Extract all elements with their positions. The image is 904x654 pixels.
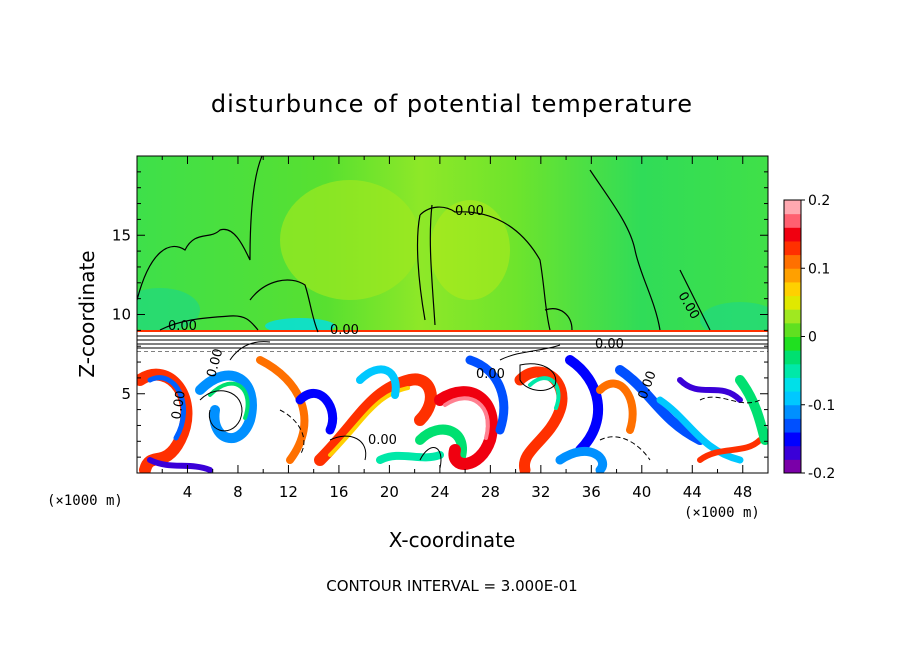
contour-label: 0.00	[455, 204, 484, 219]
colorbar-segment	[784, 268, 801, 283]
colorbar-segment	[784, 377, 801, 392]
contour-label: 0.00	[476, 367, 505, 382]
colorbar-tick-label: 0	[808, 330, 817, 346]
colorbar-tick-label: -0.2	[808, 466, 835, 482]
x-tick-label: 16	[329, 483, 348, 501]
colorbar-segment	[784, 432, 801, 447]
colorbar-segment	[784, 404, 801, 419]
x-tick-label: 4	[183, 483, 193, 501]
y-tick-label: 5	[121, 385, 131, 403]
x-unit-right: (×1000 m)	[684, 505, 760, 521]
colorbar-segment	[784, 240, 801, 256]
colorbar-segment	[784, 445, 801, 460]
plot-area	[137, 156, 768, 473]
inversion-band	[137, 330, 768, 352]
colorbar-segment	[784, 213, 801, 228]
colorbar-tick-label: -0.1	[808, 398, 835, 414]
y-tick-label: 10	[112, 306, 131, 324]
colorbar-segment	[784, 391, 801, 406]
colorbar-segment	[784, 350, 801, 365]
colorbar-segment	[784, 295, 801, 310]
contour-interval: CONTOUR INTERVAL = 3.000E-01	[326, 577, 577, 595]
colorbar-segment	[784, 200, 801, 215]
colorbar-segment	[784, 336, 801, 351]
colorbar-segment	[784, 322, 801, 337]
colorbar-segment	[784, 281, 801, 297]
x-tick-label: 36	[582, 483, 601, 501]
x-tick-label: 8	[233, 483, 243, 501]
colorbar-tick-label: 0.2	[808, 193, 830, 209]
colorbar-segment	[784, 227, 801, 242]
y-axis-label: Z-coordinate	[75, 250, 99, 377]
x-unit-left: (×1000 m)	[47, 493, 123, 509]
y-tick-label: 15	[112, 226, 131, 244]
contour-label: 0.00	[330, 323, 359, 338]
x-tick-label: 12	[279, 483, 298, 501]
warm-anomaly	[280, 180, 420, 300]
x-tick-label: 44	[683, 483, 702, 501]
colorbar-tick-label: 0.1	[808, 261, 830, 277]
x-axis: 4 8 12 16 20 24 28 32 36 40 44 48	[161, 156, 752, 501]
contour-label: 0.00	[168, 319, 197, 334]
x-tick-label: 24	[430, 483, 449, 501]
x-tick-label: 28	[481, 483, 500, 501]
contour-label: 0.00	[204, 347, 226, 379]
x-tick-label: 40	[632, 483, 651, 501]
colorbar: 0.2 0.1 0 -0.1 -0.2	[783, 193, 835, 482]
colorbar-segment	[784, 309, 801, 324]
x-tick-label: 32	[531, 483, 550, 501]
cool-anomaly	[700, 302, 768, 338]
x-tick-label: 20	[380, 483, 399, 501]
colorbar-segment	[784, 459, 801, 474]
colorbar-segment	[784, 363, 801, 378]
colorbar-segment	[784, 418, 801, 433]
y-axis: 5 10 15	[112, 171, 768, 458]
warm-anomaly	[430, 200, 510, 300]
x-axis-label: X-coordinate	[389, 528, 516, 552]
colorbar-segment	[784, 254, 801, 269]
chart-title: disturbunce of potential temperature	[211, 90, 693, 118]
x-tick-label: 48	[733, 483, 752, 501]
contour-label: 0.00	[368, 433, 397, 448]
contour-label: 0.00	[169, 390, 189, 421]
contour-label: 0.00	[595, 337, 624, 352]
